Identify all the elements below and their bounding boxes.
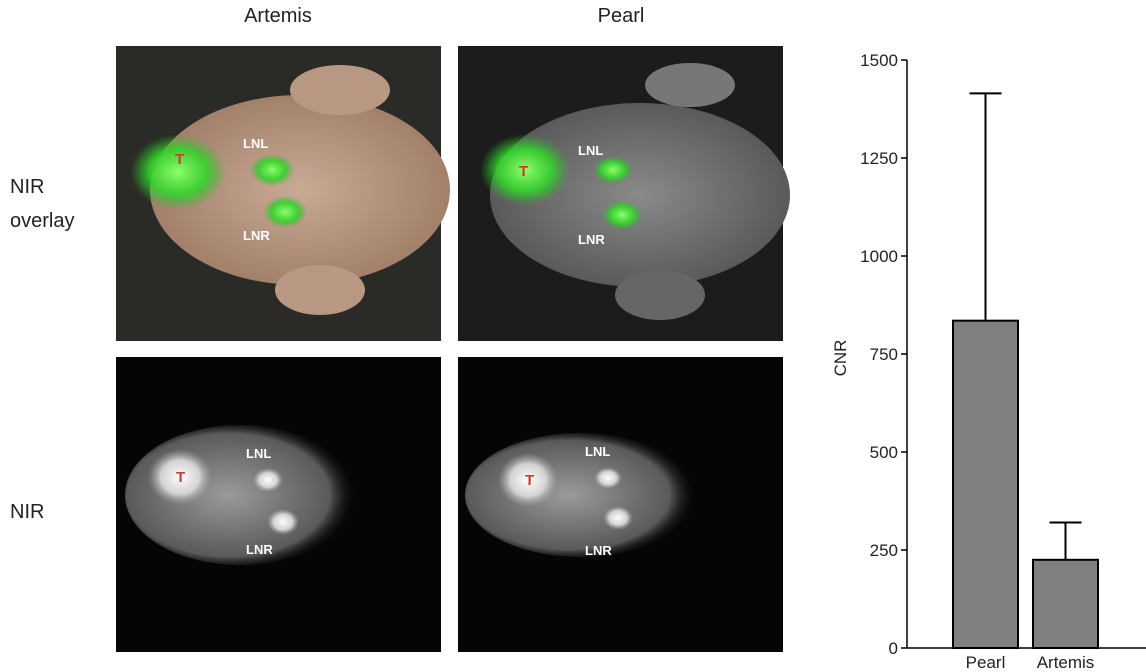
y-tick-label: 1500 xyxy=(860,51,898,70)
bar-chart: 0 250 500 750 1000 1250 1500 CNR Pearl Artemis xyxy=(831,51,1146,672)
column-title: Pearl xyxy=(598,5,645,27)
y-tick-label: 500 xyxy=(870,443,898,462)
image-label: LNR xyxy=(246,542,273,557)
row-title: NIR xyxy=(10,495,100,529)
y-tick-label: 750 xyxy=(870,345,898,364)
image-label: LNL xyxy=(585,444,610,459)
image-label: LNR xyxy=(585,543,612,558)
row-title: NIR overlay xyxy=(10,170,100,238)
figure-canvas: Artemis Pearl T LNL LNR xyxy=(0,0,1146,672)
image-label: T xyxy=(519,163,528,180)
image-label: LNL xyxy=(243,136,268,151)
image-label: T xyxy=(176,469,185,486)
image-panel xyxy=(116,46,450,341)
x-tick-label: Pearl xyxy=(966,653,1006,672)
y-tick-label: 0 xyxy=(889,639,898,658)
column-title: Artemis xyxy=(244,5,312,27)
y-axis-label: CNR xyxy=(831,340,850,377)
image-label: LNR xyxy=(578,232,605,247)
bar xyxy=(1033,560,1098,648)
x-tick-label: Artemis xyxy=(1037,653,1095,672)
image-label: LNL xyxy=(246,446,271,461)
image-label: T xyxy=(175,151,184,168)
image-panel xyxy=(458,46,790,341)
y-tick-label: 250 xyxy=(870,541,898,560)
figure: Artemis Pearl T LNL LNR xyxy=(0,0,1146,672)
image-label: LNL xyxy=(578,143,603,158)
y-tick-label: 1000 xyxy=(860,247,898,266)
bar xyxy=(953,321,1018,648)
y-tick-label: 1250 xyxy=(860,149,898,168)
image-panel xyxy=(116,357,441,652)
image-label: LNR xyxy=(243,228,270,243)
image-label: T xyxy=(525,472,534,489)
image-panel xyxy=(458,357,783,652)
